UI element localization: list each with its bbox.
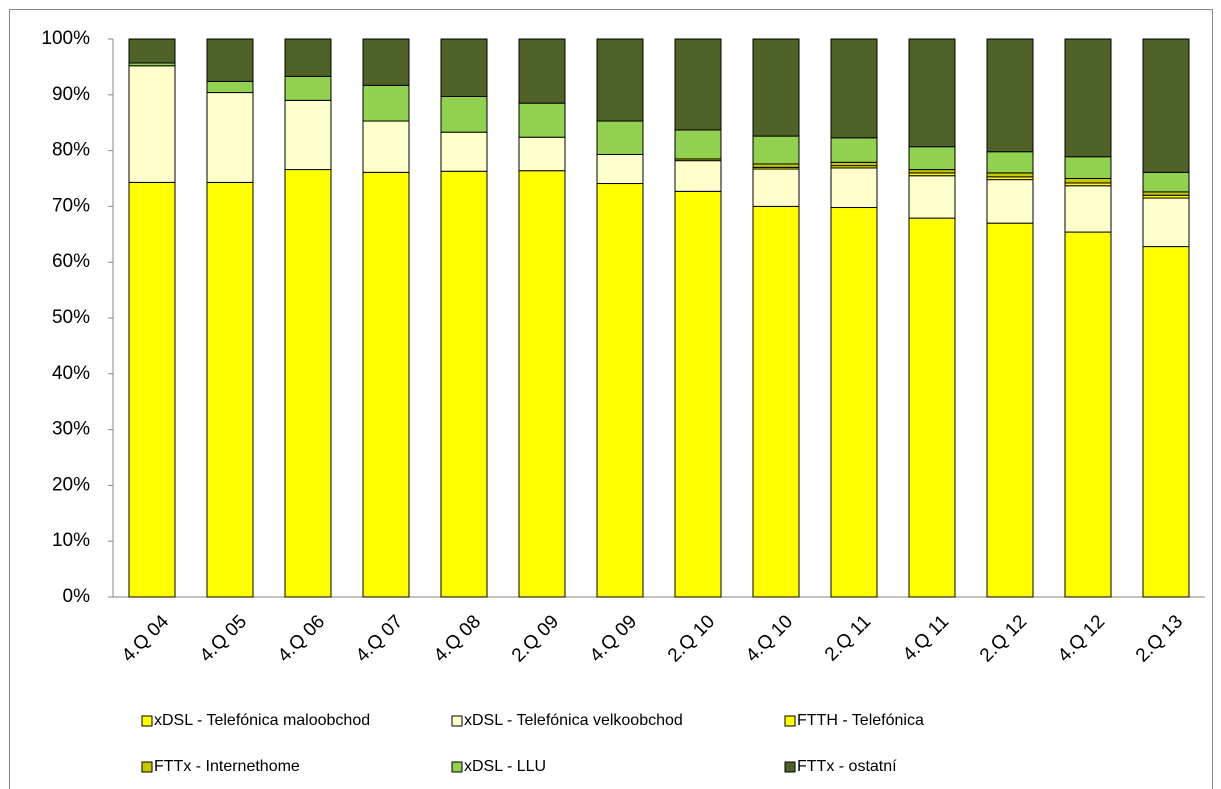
bar-segment xyxy=(986,38,1034,153)
bar-segment xyxy=(986,222,1034,598)
bar-segment xyxy=(1142,191,1190,196)
bar-segment xyxy=(752,38,800,137)
bar-segment xyxy=(1064,38,1112,158)
y-tick-label: 80% xyxy=(52,140,90,161)
bar-segment xyxy=(1064,156,1112,180)
bar-segment xyxy=(440,38,488,97)
bar-segment xyxy=(440,131,488,172)
bar-segment xyxy=(518,136,566,172)
bar-segment xyxy=(908,175,956,219)
bar-segment xyxy=(752,205,800,598)
legend-label: xDSL - LLU xyxy=(464,758,546,775)
bar-segment xyxy=(518,102,566,138)
y-tick-label: 30% xyxy=(52,419,90,440)
y-tick-label: 10% xyxy=(52,530,90,551)
bar-segment xyxy=(206,38,254,82)
bar-segment xyxy=(440,170,488,598)
bar-segment xyxy=(596,38,644,122)
bar-segment xyxy=(674,160,722,192)
y-tick-label: 40% xyxy=(52,363,90,384)
bar-segment xyxy=(518,170,566,598)
bar-segment xyxy=(284,38,332,77)
bar-segment xyxy=(1142,246,1190,598)
bar-segment xyxy=(1142,38,1190,173)
bar-segment xyxy=(596,154,644,185)
bar-segment xyxy=(830,207,878,598)
bar-segment xyxy=(284,169,332,598)
bar-segment xyxy=(518,38,566,104)
bar-segment xyxy=(908,217,956,598)
y-tick-label: 60% xyxy=(52,251,90,272)
bar-segment xyxy=(830,161,878,167)
bar-segment xyxy=(284,75,332,101)
legend-swatch xyxy=(451,761,463,773)
legend-swatch xyxy=(141,761,153,773)
bar-segment xyxy=(908,38,956,148)
bar-segment xyxy=(596,120,644,156)
legend-label: xDSL - Telefónica velkoobchod xyxy=(464,712,683,729)
bar-segment xyxy=(674,129,722,160)
legend-label: FTTx - ostatní xyxy=(797,758,897,775)
bar-segment xyxy=(128,181,176,598)
bar-segment xyxy=(440,95,488,133)
legend-swatch xyxy=(784,761,796,773)
y-tick-label: 0% xyxy=(63,586,91,607)
legend-label: FTTx - Internethome xyxy=(154,758,300,775)
bar-segment xyxy=(128,38,176,64)
bar-segment xyxy=(128,65,176,183)
bar-segment xyxy=(752,163,800,168)
bar-segment xyxy=(284,99,332,171)
bar-segment xyxy=(362,84,410,122)
y-tick-label: 100% xyxy=(41,28,90,49)
bar-segment xyxy=(362,38,410,86)
bar-segment xyxy=(362,120,410,173)
bar-segment xyxy=(908,146,956,171)
bar-segment xyxy=(362,171,410,598)
bar-segment xyxy=(674,38,722,131)
bar-segment xyxy=(1142,171,1190,193)
legend: xDSL - Telefónica maloobchod xDSL - Telef… xyxy=(141,712,924,775)
bar-segment xyxy=(830,137,878,163)
legend-label: FTTH - Telefónica xyxy=(797,712,924,729)
legend-swatch xyxy=(784,715,796,727)
bar-segment xyxy=(908,169,956,174)
bar-segment xyxy=(752,135,800,165)
bar-segment xyxy=(206,80,254,94)
bar-segment xyxy=(986,179,1034,224)
bar-segment xyxy=(1142,197,1190,248)
y-tick-label: 70% xyxy=(52,195,90,216)
legend-swatch xyxy=(141,715,153,727)
bar-segment xyxy=(986,151,1034,174)
bar-segment xyxy=(1064,185,1112,233)
bar-segment xyxy=(206,92,254,183)
bar-segment xyxy=(830,38,878,139)
legend-label: xDSL - Telefónica maloobchod xyxy=(154,712,370,729)
y-tick-label: 90% xyxy=(52,84,90,105)
bar-segment xyxy=(674,190,722,598)
bar-segment xyxy=(1064,231,1112,598)
bar-segment xyxy=(206,181,254,598)
y-tick-label: 50% xyxy=(52,307,90,328)
bar-segment xyxy=(986,172,1034,178)
bar-segment xyxy=(1064,178,1112,184)
bar-segment xyxy=(752,168,800,207)
y-tick-label: 20% xyxy=(52,474,90,495)
bar-segment xyxy=(596,183,644,598)
bar-segment xyxy=(830,167,878,209)
legend-swatch xyxy=(451,715,463,727)
